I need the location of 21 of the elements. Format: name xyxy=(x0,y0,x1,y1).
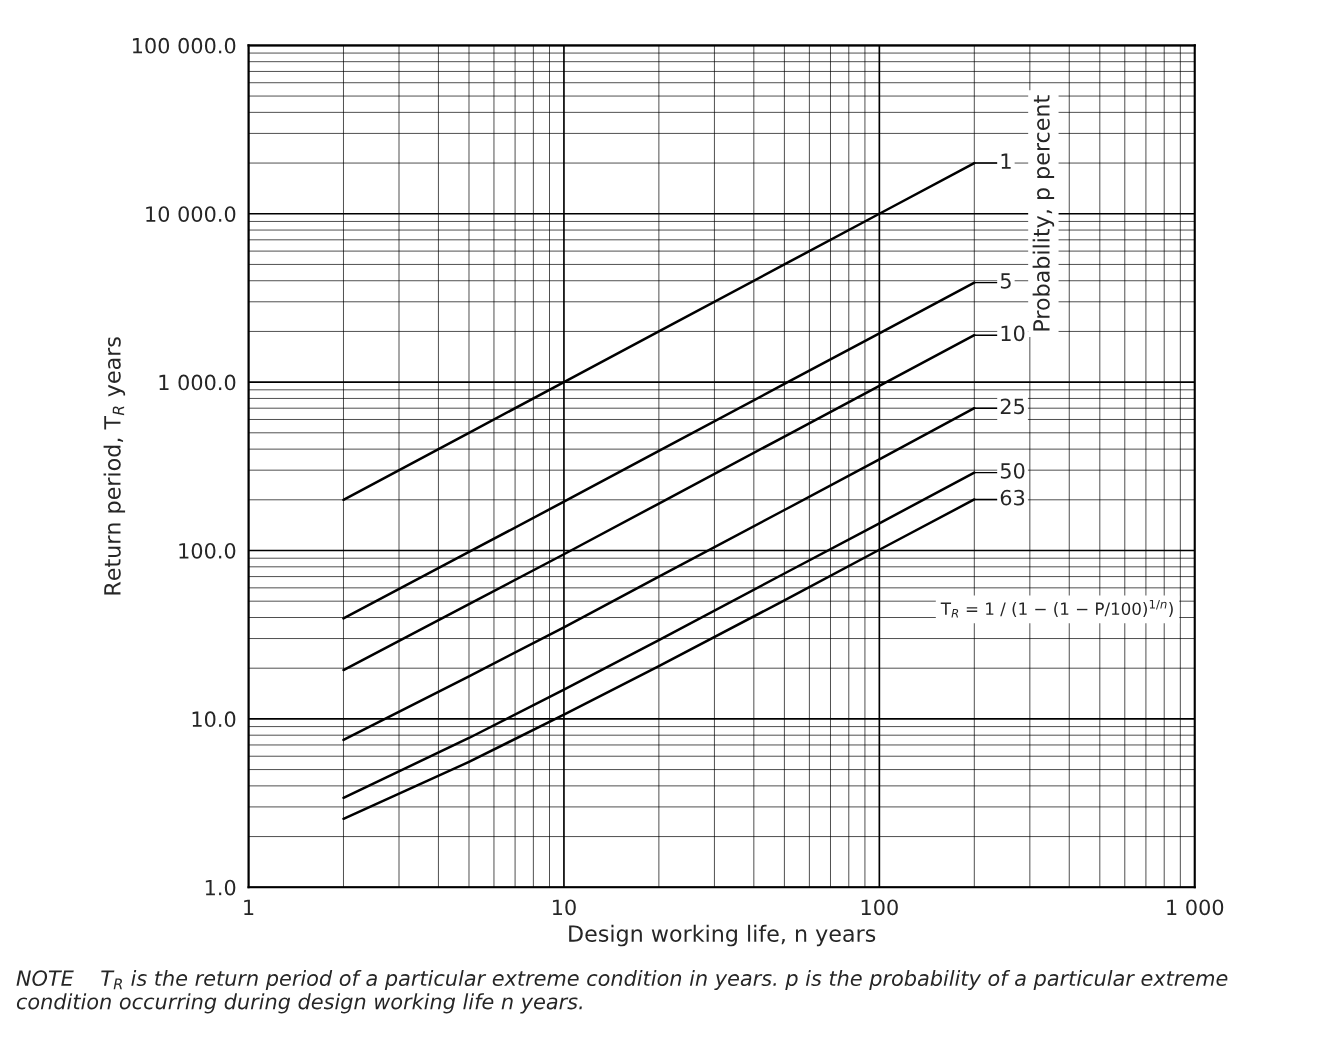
legend-label: 5 xyxy=(1000,273,1011,289)
legend-label: 10 xyxy=(1001,325,1025,342)
legend-label: 1 xyxy=(1001,153,1011,169)
x-tick-label: 10 xyxy=(552,899,576,916)
legend-label: 63 xyxy=(1000,489,1025,506)
y-axis-title: Return period, T$_{R}$ years xyxy=(103,337,126,595)
y-tick-label: 100 000.0 xyxy=(132,37,236,54)
x-axis-title: Design working life, n years xyxy=(569,924,876,947)
annotation: T$_{R}$ = 1 / (1 − (1 − P/100)$^{1/n}$) xyxy=(940,599,1173,618)
y-tick-label: 10 000.0 xyxy=(146,206,236,222)
y-tick-label: 10.0 xyxy=(192,711,236,728)
text: NOTE T$_{R}$ is the return period of a particular extreme condition in years. p is the probability of a particular extreme condition occurring during design working life n years. xyxy=(16,969,1228,1014)
y-tick-label: 1 000.0 xyxy=(159,374,236,391)
legend-label: 25 xyxy=(1000,398,1024,415)
x-tick-label: 100 xyxy=(861,899,898,916)
y-tick-label: 1.0 xyxy=(205,879,236,896)
x-tick-label: 1 000 xyxy=(1167,899,1224,916)
x-tick-label: 1 xyxy=(244,899,254,915)
y-tick-label: 100.0 xyxy=(179,542,236,559)
legend-label: 50 xyxy=(1000,462,1025,479)
legend-title: Probability, p percent xyxy=(1032,95,1055,331)
